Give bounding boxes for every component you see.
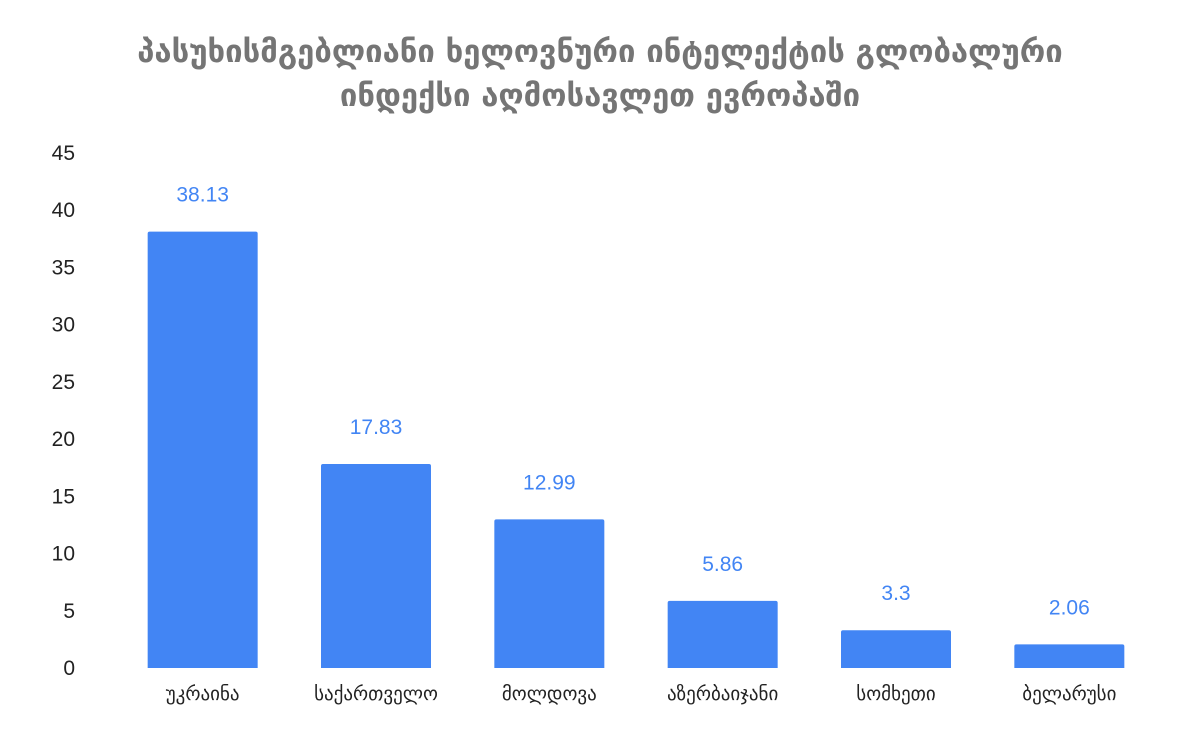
x-category-label: ბელარუსი [1022,683,1116,705]
bar [321,463,431,668]
x-category-label: სომხეთი [856,683,935,705]
x-category-label: უკრაინა [166,683,240,705]
data-label: 12.99 [523,471,576,494]
y-tick-label: 20 [52,428,75,451]
y-tick-label: 40 [52,199,75,222]
y-tick-label: 10 [52,543,75,566]
y-tick-label: 45 [52,142,75,165]
x-category-label: აზერბაიჯანი [667,683,778,705]
x-category-label: საქართველო [314,683,438,705]
bar [147,231,258,668]
data-label: 5.86 [702,553,743,576]
y-tick-label: 0 [63,657,75,680]
y-tick-label: 15 [52,485,75,508]
y-tick-label: 35 [52,256,75,279]
bar [494,519,605,668]
chart-title-line-1: პასუხისმგებლიანი ხელოვნური ინტელექტის გლ… [137,34,1063,70]
y-tick-label: 25 [52,371,75,394]
data-label: 2.06 [1049,596,1090,619]
y-tick-label: 5 [63,600,75,623]
bar [667,600,778,668]
data-label: 38.13 [176,184,229,207]
x-category-label: მოლდოვა [502,683,597,705]
bar [841,630,951,668]
bar [1014,644,1125,668]
data-label: 3.3 [881,582,910,605]
chart-title-line-2: ინდექსი აღმოსავლეთ ევროპაში [339,78,861,114]
chart-title: პასუხისმგებლიანი ხელოვნური ინტელექტის გლ… [0,30,1200,118]
y-tick-label: 30 [52,314,75,337]
data-label: 17.83 [350,416,403,439]
